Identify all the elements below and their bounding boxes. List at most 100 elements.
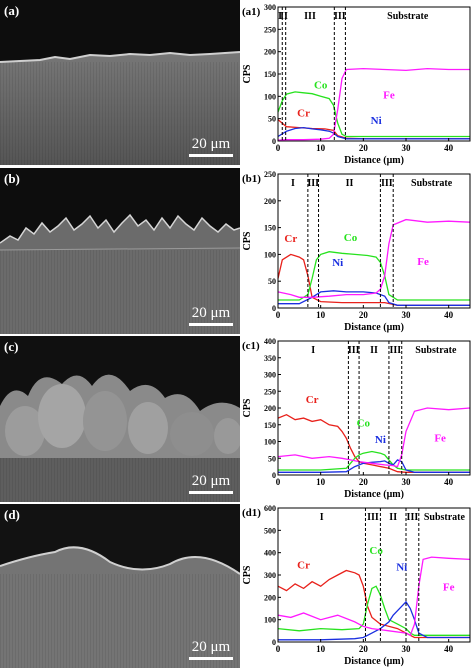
y-tick-label: 150 <box>264 421 276 430</box>
scale-bar-label: 20 μm <box>191 639 231 655</box>
scale-bar-label: 20 μm <box>191 305 231 321</box>
y-axis-label: CPS <box>242 565 253 584</box>
chart-b1: I III II III Substrate 0 10 20 30 40 0 50 100 150 200 2… <box>240 167 474 334</box>
sem-micrograph-d <box>0 504 240 668</box>
element-label-co: Co <box>357 417 371 429</box>
zone-label: I <box>291 178 295 189</box>
sem-image-c: (c) 20 μm <box>0 336 240 502</box>
series-line-co <box>277 585 470 636</box>
y-tick-label: 150 <box>264 224 276 233</box>
scale-bar-line <box>189 491 233 494</box>
y-tick-label: 100 <box>264 250 276 259</box>
x-tick-label: 30 <box>402 644 412 654</box>
element-label-co: Co <box>314 79 328 91</box>
zone-label: III <box>334 11 346 22</box>
element-label-ni: Ni <box>371 115 382 127</box>
x-tick-label: 0 <box>276 310 281 320</box>
x-tick-label: 20 <box>359 477 369 487</box>
y-tick-label: 350 <box>264 354 276 363</box>
x-tick-label: 40 <box>444 644 454 654</box>
zone-label: III <box>304 11 316 22</box>
y-tick-label: 0 <box>272 137 276 146</box>
y-tick-label: 300 <box>264 371 276 380</box>
panel-label: (a1) <box>242 6 261 18</box>
zone-label: II <box>389 512 397 523</box>
series-line-cr <box>277 569 470 639</box>
element-label-ni: Ni <box>396 562 407 574</box>
y-tick-label: 150 <box>264 70 276 79</box>
series-line-ni <box>278 600 470 641</box>
series-line-co <box>278 450 470 471</box>
chart-d1: I III II III Substrate 0 10 20 30 40 0 100 200 300 400… <box>240 501 474 668</box>
element-label-ni: Ni <box>375 434 386 446</box>
chart-c1: I III II III Substrate 0 10 20 30 40 0 50 100 150 200 2… <box>240 334 474 501</box>
x-tick-label: 40 <box>444 477 454 487</box>
y-tick-label: 100 <box>264 438 276 447</box>
scale-bar-label: 20 μm <box>191 136 231 152</box>
element-label-cr: Cr <box>297 559 310 571</box>
y-tick-label: 200 <box>264 404 276 413</box>
scale-bar: 20 μm <box>189 639 233 660</box>
y-tick-label: 0 <box>272 304 276 313</box>
x-tick-label: 0 <box>276 143 281 153</box>
scale-bar-line <box>189 154 233 157</box>
y-tick-label: 250 <box>264 387 276 396</box>
y-tick-label: 200 <box>264 593 276 602</box>
scale-bar: 20 μm <box>189 136 233 157</box>
panel-label: (c) <box>4 339 19 354</box>
element-label-cr: Cr <box>284 233 297 245</box>
sem-micrograph-c <box>0 336 240 502</box>
panel-label: (d1) <box>242 507 261 519</box>
plot-frame <box>277 173 471 309</box>
element-label-fe: Fe <box>417 256 429 268</box>
y-tick-label: 50 <box>268 454 276 463</box>
scale-bar: 20 μm <box>189 473 233 494</box>
x-tick-label: 30 <box>402 310 412 320</box>
y-tick-label: 300 <box>264 571 276 580</box>
x-tick-label: 20 <box>359 310 369 320</box>
plot-frame <box>277 340 471 476</box>
x-tick-label: 10 <box>316 143 326 153</box>
zone-label: III <box>348 345 360 356</box>
zone-label: III <box>307 178 319 189</box>
series-line-fe <box>277 218 471 298</box>
scale-bar: 20 μm <box>189 305 233 326</box>
element-label-cr: Cr <box>297 107 310 119</box>
sem-micrograph-a <box>0 0 240 165</box>
element-label-cr: Cr <box>306 394 319 406</box>
element-label-fe: Fe <box>434 433 446 445</box>
chart-a1: I II III III Substrate 0 10 20 30 40 0 50 100 150 200 2… <box>240 0 474 167</box>
x-tick-label: 20 <box>359 644 369 654</box>
x-tick-label: 40 <box>444 310 454 320</box>
scale-bar-label: 20 μm <box>191 473 231 489</box>
y-tick-label: 200 <box>264 197 276 206</box>
sem-micrograph-b <box>0 168 240 334</box>
y-tick-label: 250 <box>264 170 276 179</box>
plot-frame <box>277 507 471 643</box>
zone-label: II <box>370 345 378 356</box>
x-tick-label: 20 <box>359 143 369 153</box>
element-label-fe: Fe <box>443 582 455 594</box>
x-tick-label: 10 <box>316 310 326 320</box>
series-line-fe <box>277 556 471 637</box>
x-axis-label: Distance (μm) <box>344 489 404 500</box>
y-tick-label: 250 <box>264 25 276 34</box>
x-tick-label: 30 <box>402 143 412 153</box>
y-tick-label: 50 <box>268 115 276 124</box>
zone-label: Substrate <box>411 178 453 189</box>
y-tick-label: 0 <box>272 638 276 647</box>
zone-label: III <box>389 345 401 356</box>
y-tick-label: 500 <box>264 526 276 535</box>
sem-image-d: (d) 20 μm <box>0 504 240 668</box>
element-label-fe: Fe <box>383 90 395 102</box>
sem-image-a: (a) 20 μm <box>0 0 240 165</box>
x-tick-label: 0 <box>276 477 281 487</box>
panel-label: (a) <box>4 3 20 18</box>
y-tick-label: 400 <box>264 549 276 558</box>
element-label-co: Co <box>369 545 383 557</box>
panel-label: (b1) <box>242 173 261 185</box>
x-axis-label: Distance (μm) <box>344 155 404 166</box>
